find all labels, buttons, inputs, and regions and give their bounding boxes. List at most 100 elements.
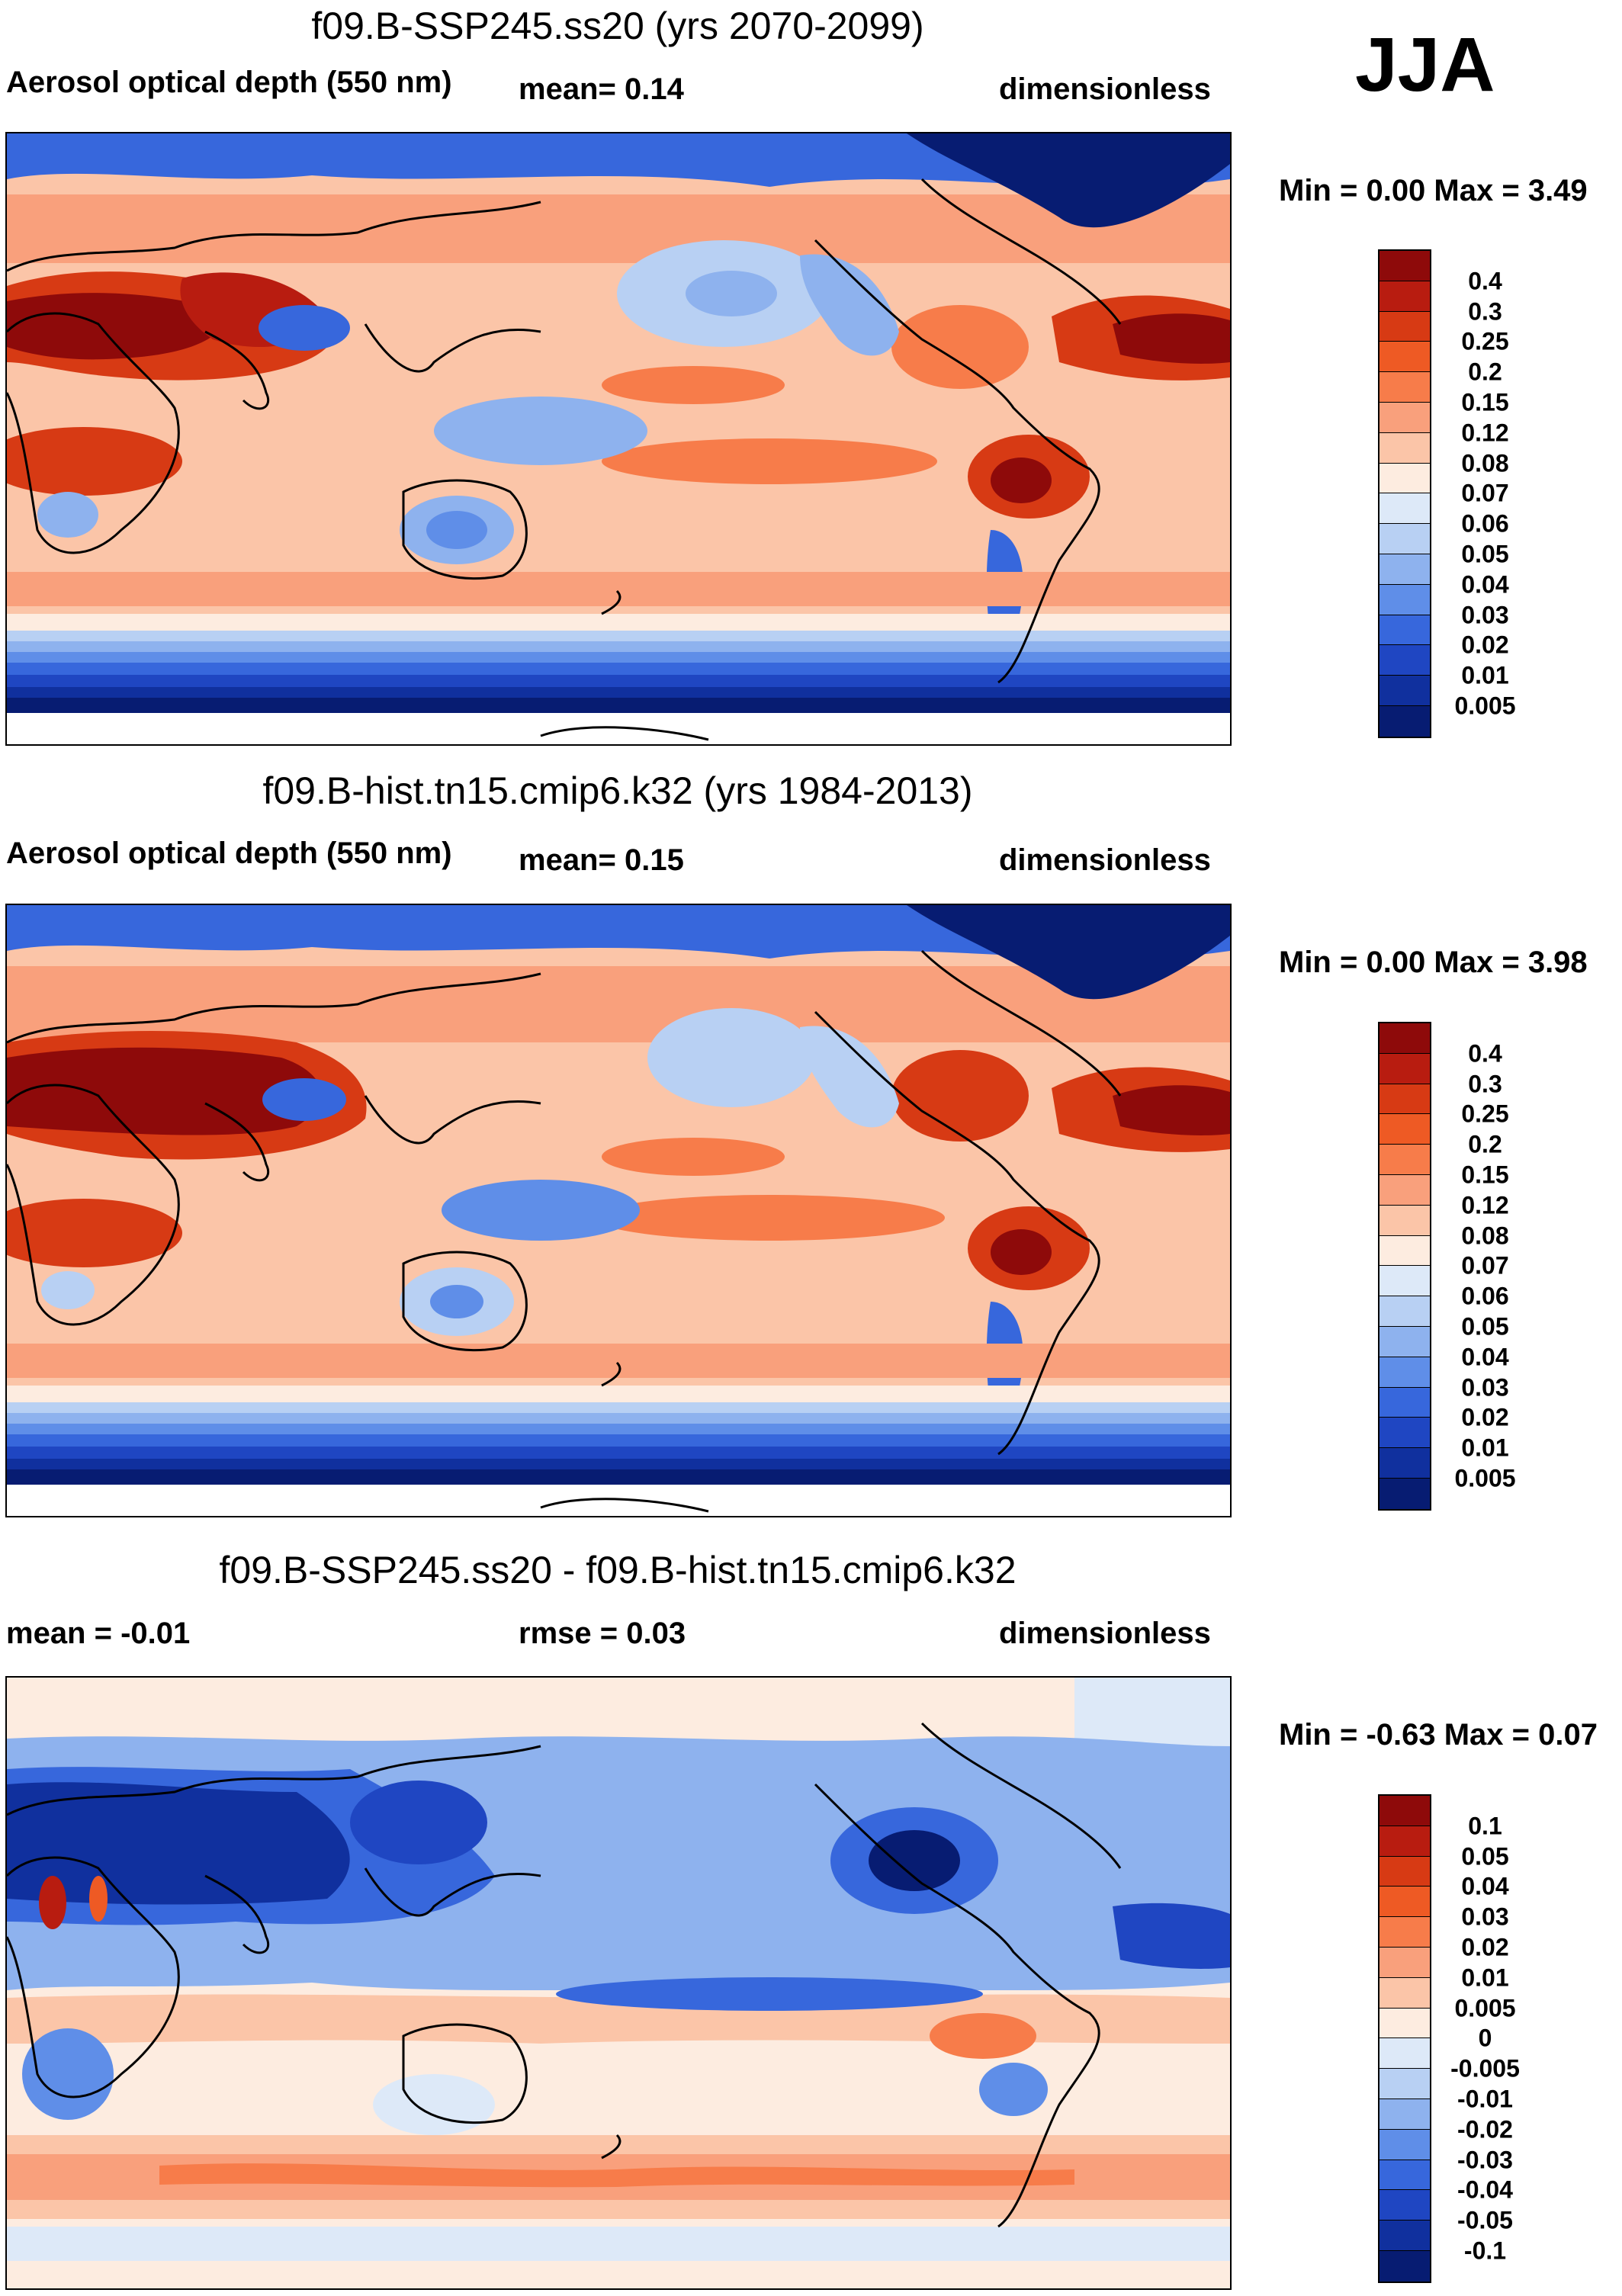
- panel2-map-field: [7, 905, 1230, 1516]
- panel3-minmax: Min = -0.63 Max = 0.07: [1279, 1718, 1598, 1752]
- panel3-colorbar-label: 0.02: [1461, 1933, 1509, 1961]
- panel3-colorbar-swatch: [1380, 1796, 1430, 1826]
- atlantic-decrease: [1113, 1903, 1230, 1969]
- panel2-variable-label: Aerosol optical depth (550 nm): [6, 837, 452, 870]
- panel3-colorbar-label: 0.04: [1461, 1872, 1509, 1900]
- tropical-pacific-band: [602, 1138, 785, 1176]
- panel1-colorbar-label: 0.04: [1461, 570, 1509, 599]
- south-pacific-band: [594, 1195, 945, 1241]
- east-asia-decrease: [350, 1781, 487, 1864]
- panel1-colorbar-swatch: [1380, 705, 1430, 737]
- panel3-colorbar-swatch: [1380, 1856, 1430, 1887]
- north-band: [7, 966, 1230, 1042]
- panel2-map: [5, 904, 1232, 1517]
- panel3-colorbar-swatch: [1380, 2069, 1430, 2099]
- season-label: JJA: [1355, 22, 1495, 108]
- panel1-colorbar-label: 0.07: [1461, 479, 1509, 507]
- arctic-neutral: [7, 1678, 1230, 1723]
- tibet-low: [259, 305, 350, 351]
- southern-band-cream: [7, 1386, 1230, 1402]
- panel2-colorbar-swatch: [1380, 1478, 1430, 1509]
- southern-band-3: [7, 1424, 1230, 1434]
- panel3-colorbar-label: -0.05: [1457, 2206, 1513, 2234]
- panel2-title: f09.B-hist.tn15.cmip6.k32 (yrs 1984-2013…: [262, 769, 973, 812]
- panel1-colorbar-label: 0.06: [1461, 509, 1509, 538]
- panel2-colorbar-swatch: [1380, 1448, 1430, 1479]
- panel3-colorbar-swatch: [1380, 1826, 1430, 1857]
- panel2-colorbar-label: 0.15: [1461, 1161, 1509, 1189]
- panel3-colorbar-label: -0.03: [1457, 2146, 1513, 2174]
- brazil-decrease: [979, 2063, 1048, 2116]
- panel1-colorbar-label: 0.12: [1461, 419, 1509, 447]
- tibet-low: [262, 1078, 346, 1121]
- eastern-us-haze: [891, 1050, 1029, 1142]
- panel1-colorbar-label: 0.08: [1461, 449, 1509, 477]
- panel1-colorbar-label: 0.05: [1461, 540, 1509, 568]
- eastern-us-haze: [891, 305, 1029, 389]
- panel2-colorbar-label: 0.05: [1461, 1312, 1509, 1341]
- africa-biomass: [7, 427, 182, 496]
- panel3-colorbar-swatch: [1380, 2129, 1430, 2160]
- panel3-colorbar-swatch: [1380, 2190, 1430, 2221]
- panel2-colorbar-swatch: [1380, 1023, 1430, 1054]
- greenland-aerosol: [907, 133, 1230, 228]
- panel1-mean: mean= 0.14: [519, 72, 684, 106]
- panel2-colorbar-label: 0.2: [1468, 1130, 1502, 1158]
- panel3-map: [5, 1676, 1232, 2290]
- panel1-map: [5, 132, 1232, 746]
- panel3-colorbar-swatch: [1380, 1977, 1430, 2009]
- panel1-colorbar-swatch: [1380, 372, 1430, 403]
- panel1-colorbar-swatch: [1380, 463, 1430, 494]
- greenland-aerosol: [907, 905, 1230, 1000]
- southern-band-4: [7, 1434, 1230, 1447]
- red-sea-increase: [39, 1876, 66, 1929]
- southern-band-1: [7, 631, 1230, 641]
- western-na-low: [800, 1026, 899, 1128]
- panel1-colorbar-label: 0.03: [1461, 601, 1509, 629]
- panel3-colorbar-swatch: [1380, 1917, 1430, 1948]
- asia-core: [7, 1047, 322, 1135]
- panel3-colorbar-swatch: [1380, 2250, 1430, 2282]
- panel2-minmax: Min = 0.00 Max = 3.98: [1279, 946, 1588, 979]
- atlantic-dust-core: [1113, 1085, 1230, 1135]
- southern-band-2: [7, 641, 1230, 652]
- panel3-colorbar-swatch: [1380, 2008, 1430, 2039]
- africa-biomass: [7, 1199, 182, 1267]
- panel1-colorbar-swatch: [1380, 493, 1430, 525]
- panel3-colorbar-label: -0.005: [1450, 2054, 1520, 2082]
- atlantic-dust-core: [1113, 313, 1230, 364]
- asia-strong-decrease: [7, 1782, 350, 1905]
- south-america-increase: [930, 2013, 1036, 2059]
- panel3-colorbar-swatch: [1380, 2099, 1430, 2130]
- panel2-colorbar-swatch: [1380, 1114, 1430, 1145]
- southern-band-5: [7, 1447, 1230, 1459]
- southern-band-cream: [7, 614, 1230, 631]
- panel1-colorbar-label: 0.15: [1461, 388, 1509, 416]
- panel2-colorbar-swatch: [1380, 1145, 1430, 1175]
- panel2-colorbar-label: 0.25: [1461, 1100, 1509, 1128]
- coastlines: [7, 1722, 1122, 2228]
- antarctic-aerosol: [7, 1469, 1230, 1485]
- panel1-colorbar-swatch: [1380, 584, 1430, 615]
- panel3-colorbar-label: 0.01: [1461, 1964, 1509, 1992]
- panel2-colorbar-swatch: [1380, 1174, 1430, 1206]
- panel3-colorbar-swatch: [1380, 1947, 1430, 1978]
- north-band: [7, 194, 1230, 263]
- panel1-colorbar-label: 0.25: [1461, 327, 1509, 355]
- panel2-colorbar-label: 0.01: [1461, 1434, 1509, 1462]
- panel1-colorbar-swatch: [1380, 281, 1430, 312]
- panel2-colorbar-swatch: [1380, 1053, 1430, 1084]
- panel2-colorbar: [1378, 1022, 1431, 1511]
- panel3-units: dimensionless: [999, 1617, 1211, 1650]
- southern-increase-peak: [159, 2163, 1074, 2188]
- panel2-colorbar-label: 0.08: [1461, 1222, 1509, 1250]
- south-america-core: [991, 458, 1052, 503]
- panel3-map-field: [7, 1678, 1230, 2288]
- panel2-colorbar-swatch: [1380, 1326, 1430, 1357]
- coastlines: [7, 178, 1122, 741]
- panel3-colorbar-swatch: [1380, 2160, 1430, 2191]
- panel3-colorbar-label: 0.03: [1461, 1903, 1509, 1931]
- southern-africa-decrease: [22, 2028, 114, 2120]
- panel2-colorbar-label: 0.04: [1461, 1343, 1509, 1371]
- panel1-colorbar-swatch: [1380, 615, 1430, 646]
